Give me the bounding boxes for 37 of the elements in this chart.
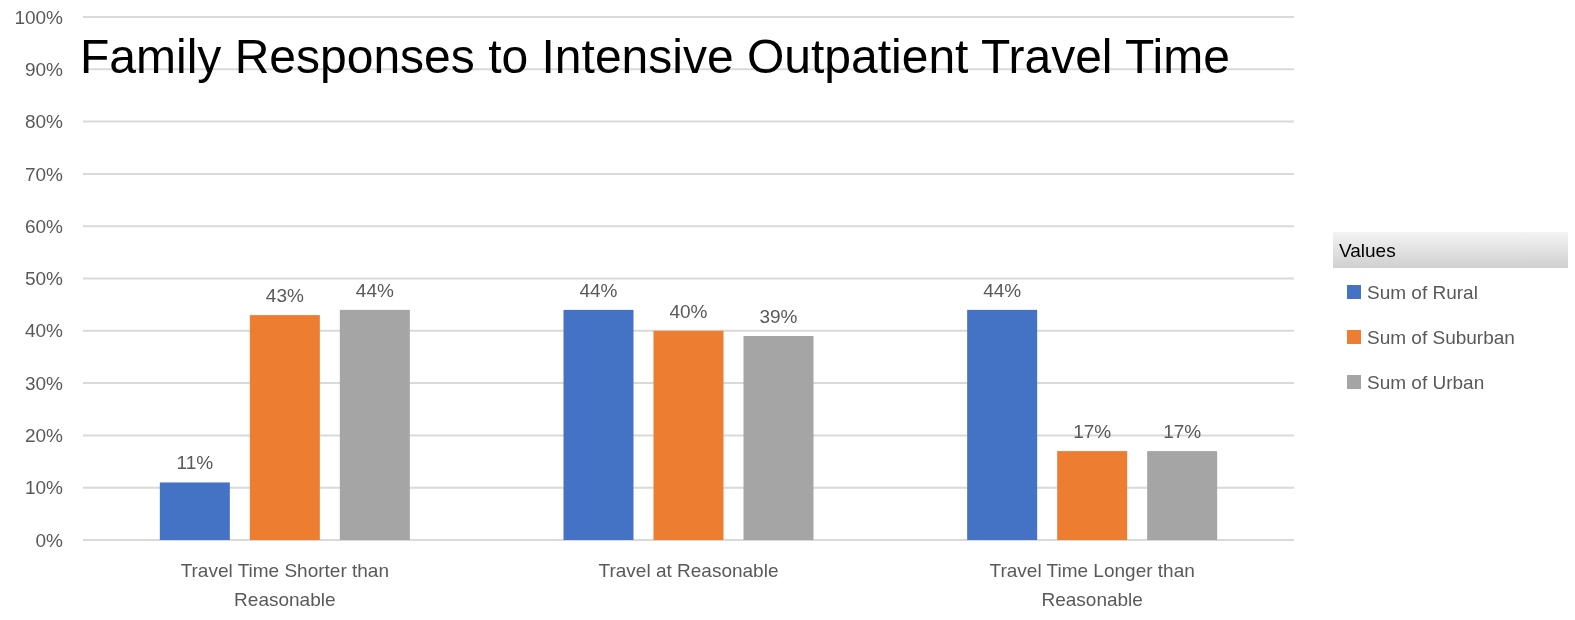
legend-title: Values <box>1339 239 1396 261</box>
y-tick-label: 50% <box>24 268 64 290</box>
y-tick-label: 60% <box>24 215 64 237</box>
data-label: 44% <box>355 279 394 301</box>
data-label: 39% <box>759 306 798 328</box>
bar <box>159 482 230 540</box>
y-tick-label: 10% <box>24 477 64 499</box>
y-tick-label: 80% <box>24 111 64 133</box>
y-tick-label: 40% <box>24 320 64 342</box>
bar <box>967 309 1038 540</box>
y-tick-label: 20% <box>24 425 64 447</box>
data-label: 44% <box>579 279 618 301</box>
y-tick-label: 90% <box>24 58 64 80</box>
bar <box>653 330 724 540</box>
x-tick-label: Travel Time Longer than Reasonable <box>989 560 1195 610</box>
legend-label: Sum of Urban <box>1367 371 1485 393</box>
bar <box>1147 451 1218 540</box>
bar <box>249 315 320 540</box>
bar <box>1057 451 1128 540</box>
data-label: 44% <box>983 279 1022 301</box>
y-tick-label: 30% <box>24 372 64 394</box>
bar <box>339 309 410 540</box>
data-label: 43% <box>265 285 304 307</box>
bar <box>743 336 814 540</box>
data-label: 17% <box>1073 421 1112 443</box>
y-tick-label: 0% <box>35 529 64 551</box>
chart-title: Family Responses to Intensive Outpatient Travel Time <box>80 30 1230 83</box>
data-label: 40% <box>669 300 708 322</box>
bar <box>563 309 634 540</box>
x-tick-label: Travel at Reasonable <box>598 560 779 581</box>
legend-label: Sum of Suburban <box>1367 326 1515 348</box>
legend-label: Sum of Rural <box>1367 281 1478 303</box>
data-label: 17% <box>1163 421 1202 443</box>
y-tick-label: 100% <box>14 6 64 28</box>
data-label: 11% <box>176 452 214 474</box>
x-tick-label: Travel Time Shorter than Reasonable <box>180 560 390 610</box>
y-tick-label: 70% <box>24 163 64 185</box>
